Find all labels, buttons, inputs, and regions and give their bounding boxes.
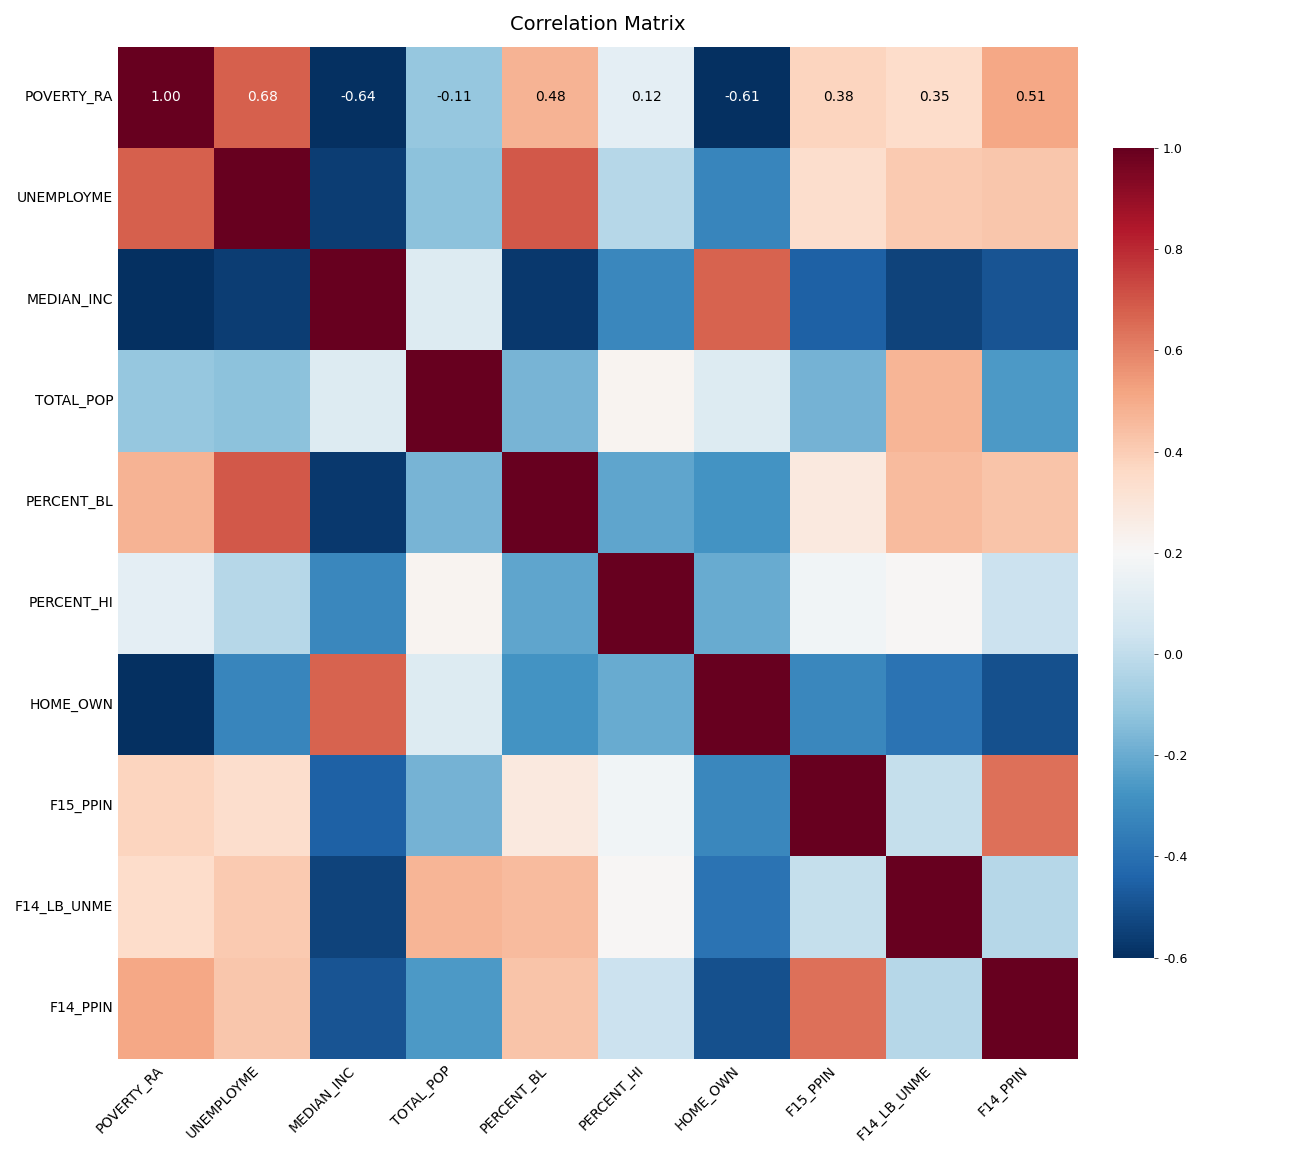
Title: Correlation Matrix: Correlation Matrix [510,15,686,34]
Text: -0.64: -0.64 [340,90,376,104]
Text: 0.35: 0.35 [919,90,949,104]
Text: 0.48: 0.48 [535,90,566,104]
Text: 0.51: 0.51 [1015,90,1046,104]
Text: 0.12: 0.12 [631,90,661,104]
Text: -0.11: -0.11 [437,90,472,104]
Text: -0.61: -0.61 [724,90,760,104]
Text: 0.68: 0.68 [246,90,278,104]
Text: 1.00: 1.00 [151,90,181,104]
Text: 0.38: 0.38 [823,90,854,104]
